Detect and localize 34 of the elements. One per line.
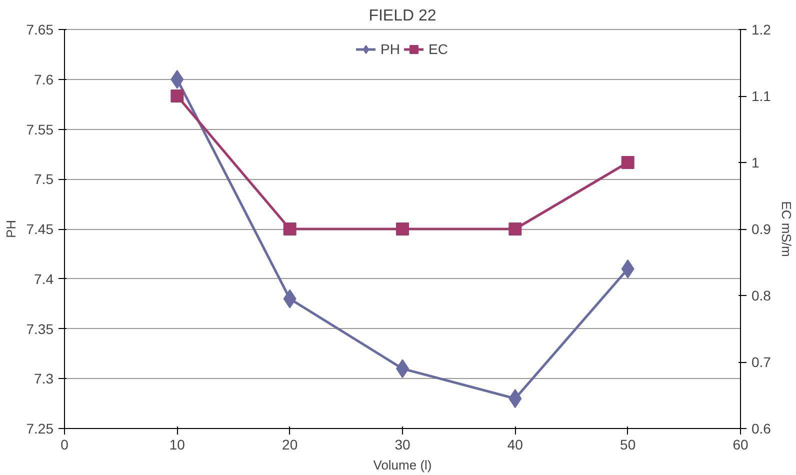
x-tick-label: 30 [394,436,410,452]
x-tick-label: 10 [169,436,186,452]
y-axis-title: PH [3,220,18,238]
y-tick-label: 7.35 [26,320,54,337]
point [621,156,634,169]
x-tick-label: 40 [507,436,524,452]
y-tick-label: 7.45 [26,221,54,237]
x-tick-label: 0 [60,436,69,452]
y-tick-label: 7.65 [26,22,54,38]
x-axis-title: Volume (l) [373,458,432,472]
y-tick-label: 7.3 [34,370,54,387]
x-tick-label: 60 [732,436,748,452]
y2-tick-label: 1.1 [752,88,772,104]
point [283,222,296,236]
legend-label: EC [428,41,448,57]
x-tick-label: 20 [282,436,298,452]
y2-tick-label: 0.9 [752,221,772,237]
y-tick-label: 7.5 [34,171,54,188]
point [170,90,184,102]
y2-tick-label: 1.2 [752,22,772,38]
y2-tick-label: 0.6 [752,420,772,436]
point [396,222,409,236]
chart-title: FIELD 22 [368,8,436,24]
y2-tick-label: 1 [752,154,760,170]
y-tick-label: 7.4 [34,270,54,287]
y2-axis-title: EC mS/m [778,201,794,257]
y-tick-label: 7.55 [26,121,54,138]
y-tick-label: 7.6 [34,71,54,88]
y-tick-label: 7.25 [26,420,54,436]
x-tick-label: 50 [620,436,636,452]
legend-label: PH [380,41,400,57]
point [508,222,522,236]
y2-tick-label: 0.8 [752,288,772,304]
y2-tick-label: 0.7 [752,354,772,370]
